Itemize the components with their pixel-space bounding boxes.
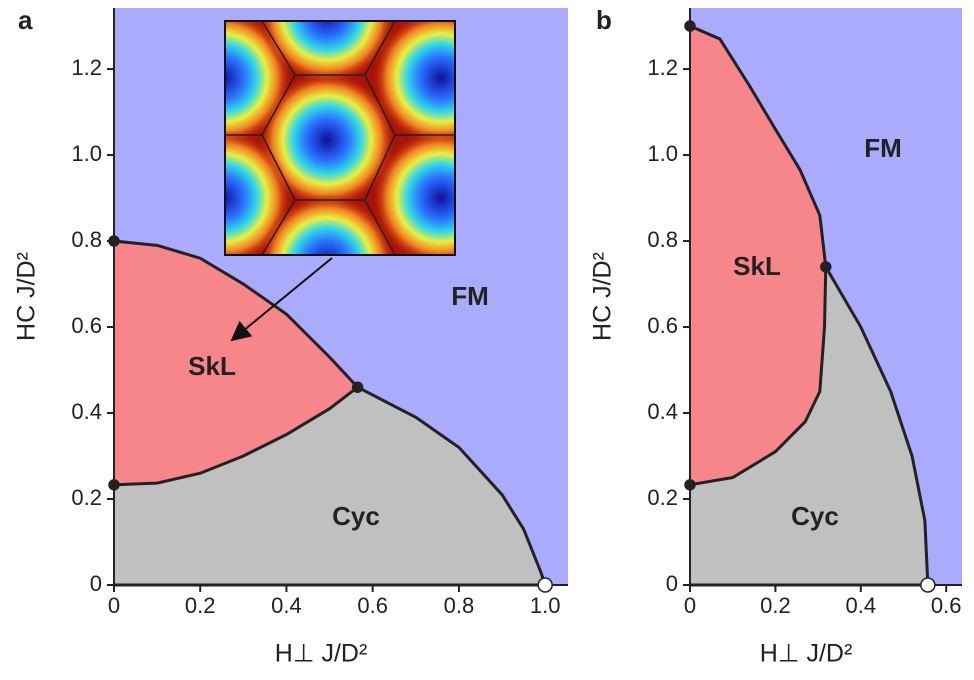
region-skl — [690, 26, 826, 485]
arrow — [230, 257, 333, 342]
y-tick-label: 1.2 — [647, 55, 678, 80]
panel-label: a — [18, 5, 33, 35]
phase-point — [108, 235, 120, 247]
region-label: SkL — [188, 351, 236, 381]
skyrmion — [373, 21, 455, 146]
phase-point — [820, 261, 832, 273]
phase-point — [108, 479, 120, 491]
region-label: FM — [451, 281, 489, 311]
skyrmion — [259, 21, 395, 84]
phase-boundary — [689, 24, 828, 268]
phase-point — [537, 577, 553, 593]
x-tick-label: 0.4 — [271, 593, 302, 618]
x-tick-label: 1.0 — [530, 593, 561, 618]
x-tick-label: 0 — [108, 593, 120, 618]
hex-lines — [225, 21, 455, 255]
y-tick-label: 0.2 — [71, 485, 102, 510]
x-tick-label: 0.8 — [444, 593, 475, 618]
panel-b: 0 0.2 0.4 0.6 0.8 1.0 1.2 0 0.2 0.4 0.6 H⊥ J/D² HC J… — [589, 5, 962, 668]
y-tick-label: 1.0 — [71, 141, 102, 166]
x-axis-label: H⊥ J/D² — [760, 640, 853, 668]
skyrmion — [259, 72, 395, 208]
y-tick-label: 0.8 — [71, 227, 102, 252]
x-tick-label: 0.2 — [760, 593, 791, 618]
region-label: FM — [864, 133, 902, 163]
region-label: SkL — [733, 251, 781, 281]
inset-frame — [224, 20, 456, 256]
phase-point — [684, 20, 696, 32]
y-tick-label: 0.8 — [647, 227, 678, 252]
region-label: Cyc — [791, 501, 839, 531]
x-tick-label: 0.4 — [846, 593, 877, 618]
x-tick-label: 0.6 — [931, 593, 962, 618]
phase-point — [920, 577, 936, 593]
phase-boundary — [689, 266, 828, 487]
y-tick-label: 0.6 — [647, 313, 678, 338]
region-cyc — [114, 387, 546, 585]
region-label: Cyc — [332, 501, 380, 531]
phase-boundary — [113, 239, 359, 389]
y-axis-label: HC J/D² — [13, 252, 41, 341]
phase-boundary — [113, 386, 359, 487]
inset — [225, 21, 455, 255]
panel-label: b — [596, 5, 612, 35]
y-tick-label: 0 — [90, 571, 102, 596]
phase-boundary — [356, 385, 547, 586]
y-tick-label: 0.6 — [71, 313, 102, 338]
phase-point — [351, 381, 364, 393]
y-tick-label: 1.0 — [647, 141, 678, 166]
y-tick-label: 0.2 — [647, 485, 678, 510]
x-tick-label: 0.6 — [357, 593, 388, 618]
phase-boundary — [824, 266, 930, 586]
y-tick-label: 1.2 — [71, 55, 102, 80]
region-skl — [114, 241, 358, 485]
x-tick-label: 0 — [684, 593, 696, 618]
y-axis-label: HC J/D² — [589, 252, 617, 341]
y-tick-label: 0.4 — [647, 399, 678, 424]
phase-point — [684, 479, 696, 491]
skyrmion — [373, 130, 455, 255]
y-tick-label: 0 — [666, 571, 678, 596]
x-tick-label: 0.2 — [185, 593, 216, 618]
y-tick-label: 0.4 — [71, 399, 102, 424]
skyrmion — [259, 194, 395, 255]
x-axis-label: H⊥ J/D² — [275, 640, 368, 668]
